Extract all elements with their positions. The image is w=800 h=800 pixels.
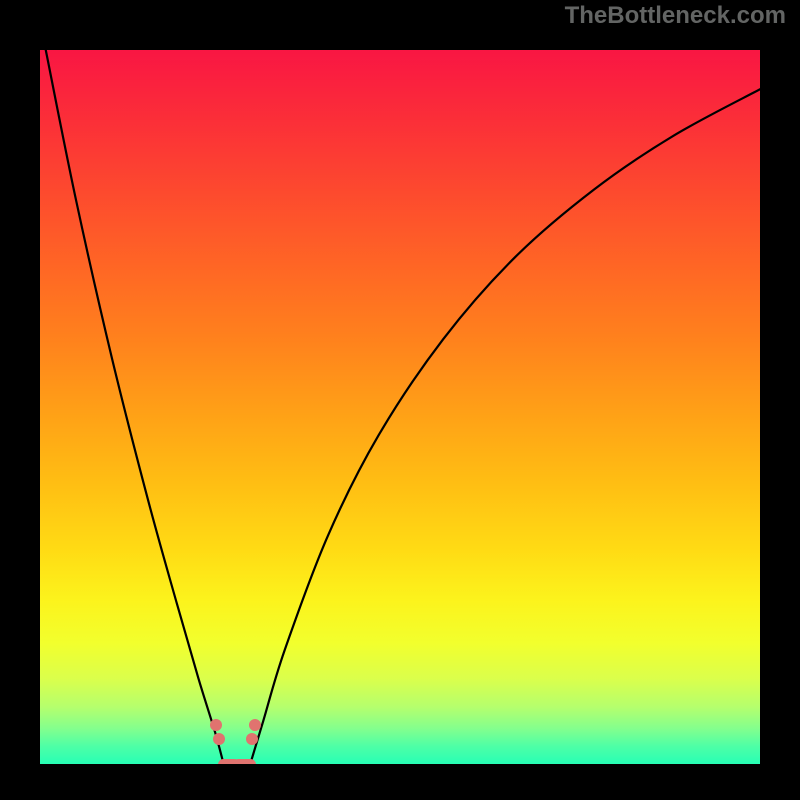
v-curve: [46, 50, 760, 764]
curve-layer: [40, 50, 760, 764]
watermark-text: TheBottleneck.com: [565, 2, 786, 30]
data-point-marker: [246, 733, 258, 745]
chart-stage: TheBottleneck.com: [0, 0, 800, 800]
plot-area: [40, 50, 760, 764]
sausage-link: [233, 759, 256, 765]
data-point-marker: [249, 719, 261, 731]
